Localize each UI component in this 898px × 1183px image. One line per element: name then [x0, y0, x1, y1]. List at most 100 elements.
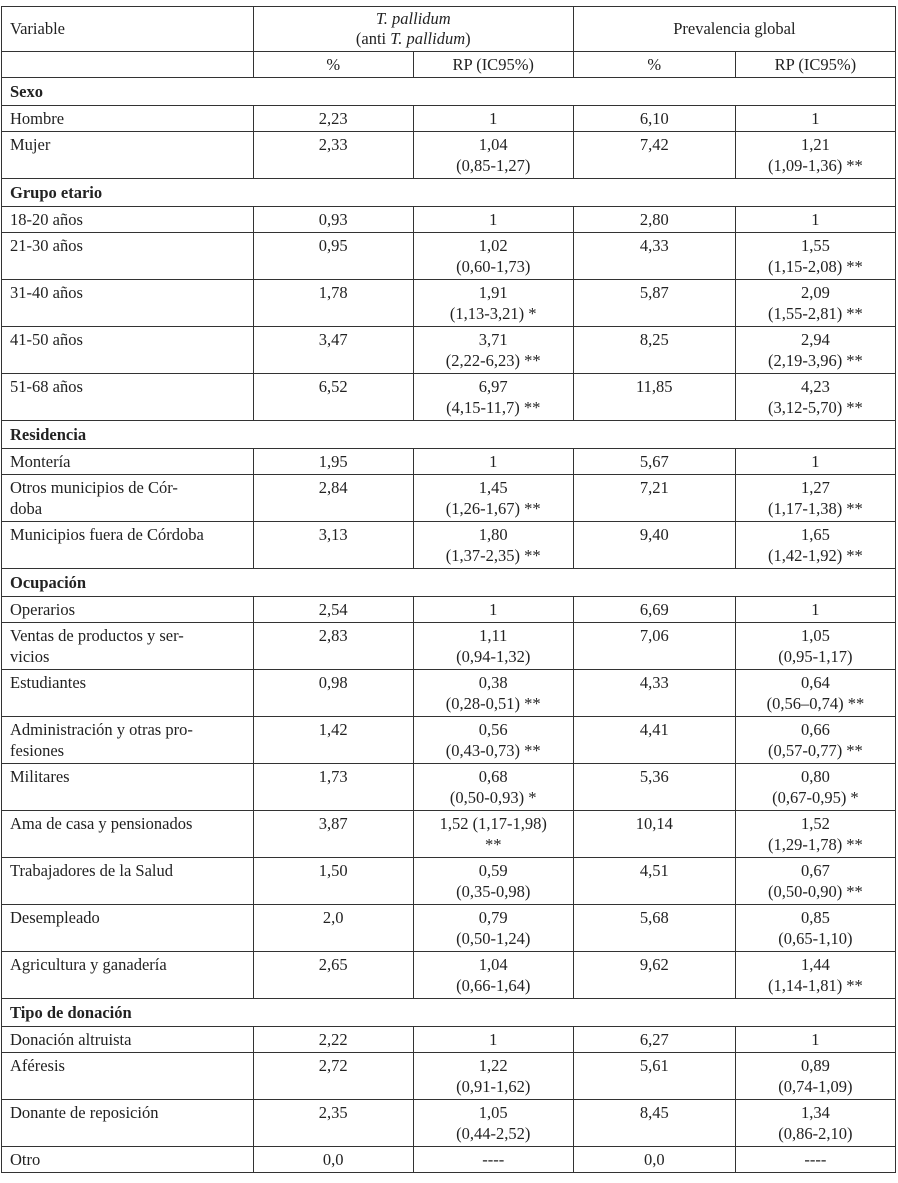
pct-tp-cell: 3,13 — [252, 521, 414, 569]
section-title: Sexo — [1, 77, 896, 106]
rp-global-cell: ---- — [734, 1146, 897, 1173]
pct-global-cell: 6,69 — [572, 596, 736, 623]
pct-tp-cell: 2,0 — [252, 904, 414, 952]
pct-global-cell: 4,33 — [572, 232, 736, 280]
header-empty — [1, 51, 254, 78]
rp-tp-cell: 1,02 (0,60-1,73) — [412, 232, 574, 280]
pct-tp-cell: 1,73 — [252, 763, 414, 811]
rp-tp-cell: 1 — [412, 596, 574, 623]
table-row: Agricultura y ganadería 2,65 1,04 (0,66-1,… — [1, 951, 897, 999]
variable-cell: Agricultura y ganadería — [1, 951, 254, 999]
rp-global-cell: 1,21 (1,09-1,36) ** — [734, 131, 897, 179]
table-row: 18-20 años 0,93 1 2,80 1 — [1, 206, 897, 233]
table-row: Donación altruista 2,22 1 6,27 1 — [1, 1026, 897, 1053]
pct-global-cell: 6,27 — [572, 1026, 736, 1053]
variable-cell: Hombre — [1, 105, 254, 132]
pct-global-cell: 7,42 — [572, 131, 736, 179]
pct-tp-cell: 0,98 — [252, 669, 414, 717]
rp-tp-cell: 1,52 (1,17-1,98) ** — [412, 810, 574, 858]
table-row: Administración y otras pro- fesiones 1,42… — [1, 716, 897, 764]
pct-global-cell: 7,06 — [572, 622, 736, 670]
header-rp-2: RP (IC95%) — [734, 51, 897, 78]
pct-tp-cell: 2,35 — [252, 1099, 414, 1147]
rp-tp-cell: 1 — [412, 105, 574, 132]
rp-global-cell: 1 — [734, 596, 897, 623]
table-row: Donante de reposición 2,35 1,05 (0,44-2,52… — [1, 1099, 897, 1147]
variable-cell: Ama de casa y pensionados — [1, 810, 254, 858]
rp-tp-cell: 1,05 (0,44-2,52) — [412, 1099, 574, 1147]
pct-global-cell: 5,87 — [572, 279, 736, 327]
variable-cell: Ventas de productos y ser- vicios — [1, 622, 254, 670]
header-prevalencia-global: Prevalencia global — [572, 6, 897, 52]
variable-cell: Otro — [1, 1146, 254, 1173]
variable-cell: 51-68 años — [1, 373, 254, 421]
pct-tp-cell: 2,65 — [252, 951, 414, 999]
rp-tp-cell: 1,11 (0,94-1,32) — [412, 622, 574, 670]
pct-tp-cell: 2,72 — [252, 1052, 414, 1100]
rp-global-cell: 1,55 (1,15-2,08) ** — [734, 232, 897, 280]
table-row: Otro 0,0 ---- 0,0 ---- — [1, 1146, 897, 1173]
variable-cell: Operarios — [1, 596, 254, 623]
rp-global-cell: 2,09 (1,55-2,81) ** — [734, 279, 897, 327]
table-row: Mujer 2,33 1,04 (0,85-1,27) 7,42 1,21 (1,09-… — [1, 131, 897, 179]
section-title: Tipo de donación — [1, 998, 896, 1027]
pct-global-cell: 6,10 — [572, 105, 736, 132]
pct-tp-cell: 2,84 — [252, 474, 414, 522]
rp-tp-cell: 1,91 (1,13-3,21) * — [412, 279, 574, 327]
pct-global-cell: 7,21 — [572, 474, 736, 522]
pct-tp-cell: 0,93 — [252, 206, 414, 233]
pct-tp-cell: 2,23 — [252, 105, 414, 132]
header-italic: T. pallidum — [390, 29, 466, 48]
pct-global-cell: 4,41 — [572, 716, 736, 764]
rp-tp-cell: 1,45 (1,26-1,67) ** — [412, 474, 574, 522]
section-title: Ocupación — [1, 568, 896, 597]
rp-tp-cell: 1 — [412, 448, 574, 475]
variable-cell: Otros municipios de Cór- doba — [1, 474, 254, 522]
rp-tp-cell: 1,80 (1,37-2,35) ** — [412, 521, 574, 569]
pct-tp-cell: 3,87 — [252, 810, 414, 858]
rp-tp-cell: 0,38 (0,28-0,51) ** — [412, 669, 574, 717]
rp-global-cell: 0,85 (0,65-1,10) — [734, 904, 897, 952]
pct-global-cell: 2,80 — [572, 206, 736, 233]
rp-global-cell: 1,65 (1,42-1,92) ** — [734, 521, 897, 569]
rp-tp-cell: 1,04 (0,85-1,27) — [412, 131, 574, 179]
table-row: Hombre 2,23 1 6,10 1 — [1, 105, 897, 132]
header-suffix: ) — [465, 29, 471, 48]
rp-tp-cell: 0,59 (0,35-0,98) — [412, 857, 574, 905]
header-t-pallidum: T. pallidum (anti T. pallidum) — [252, 6, 574, 52]
table-row: Municipios fuera de Córdoba 3,13 1,80 (1,3… — [1, 521, 897, 569]
rp-global-cell: 1,27 (1,17-1,38) ** — [734, 474, 897, 522]
pct-tp-cell: 3,47 — [252, 326, 414, 374]
variable-cell: 31-40 años — [1, 279, 254, 327]
rp-tp-cell: 6,97 (4,15-11,7) ** — [412, 373, 574, 421]
section-header-row: Ocupación — [1, 568, 896, 597]
rp-global-cell: 1 — [734, 105, 897, 132]
pct-tp-cell: 2,33 — [252, 131, 414, 179]
pct-global-cell: 11,85 — [572, 373, 736, 421]
rp-tp-cell: 1,22 (0,91-1,62) — [412, 1052, 574, 1100]
variable-cell: Militares — [1, 763, 254, 811]
table-row: Operarios 2,54 1 6,69 1 — [1, 596, 897, 623]
rp-tp-cell: 1,04 (0,66-1,64) — [412, 951, 574, 999]
variable-cell: Trabajadores de la Salud — [1, 857, 254, 905]
variable-cell: Donación altruista — [1, 1026, 254, 1053]
rp-global-cell: 0,64 (0,56–0,74) ** — [734, 669, 897, 717]
table-row: Otros municipios de Cór- doba 2,84 1,45 (1… — [1, 474, 897, 522]
table-row: Estudiantes 0,98 0,38 (0,28-0,51) ** 4,33 0,… — [1, 669, 897, 717]
variable-cell: Donante de reposición — [1, 1099, 254, 1147]
pct-global-cell: 0,0 — [572, 1146, 736, 1173]
pct-tp-cell: 6,52 — [252, 373, 414, 421]
variable-cell: Montería — [1, 448, 254, 475]
pct-tp-cell: 2,54 — [252, 596, 414, 623]
pct-global-cell: 5,61 — [572, 1052, 736, 1100]
variable-cell: Aféresis — [1, 1052, 254, 1100]
rp-global-cell: 0,67 (0,50-0,90) ** — [734, 857, 897, 905]
pct-global-cell: 9,40 — [572, 521, 736, 569]
pct-global-cell: 10,14 — [572, 810, 736, 858]
pct-tp-cell: 0,0 — [252, 1146, 414, 1173]
pct-global-cell: 4,51 — [572, 857, 736, 905]
rp-global-cell: 0,80 (0,67-0,95) * — [734, 763, 897, 811]
variable-cell: Desempleado — [1, 904, 254, 952]
pct-global-cell: 8,25 — [572, 326, 736, 374]
pct-tp-cell: 1,42 — [252, 716, 414, 764]
